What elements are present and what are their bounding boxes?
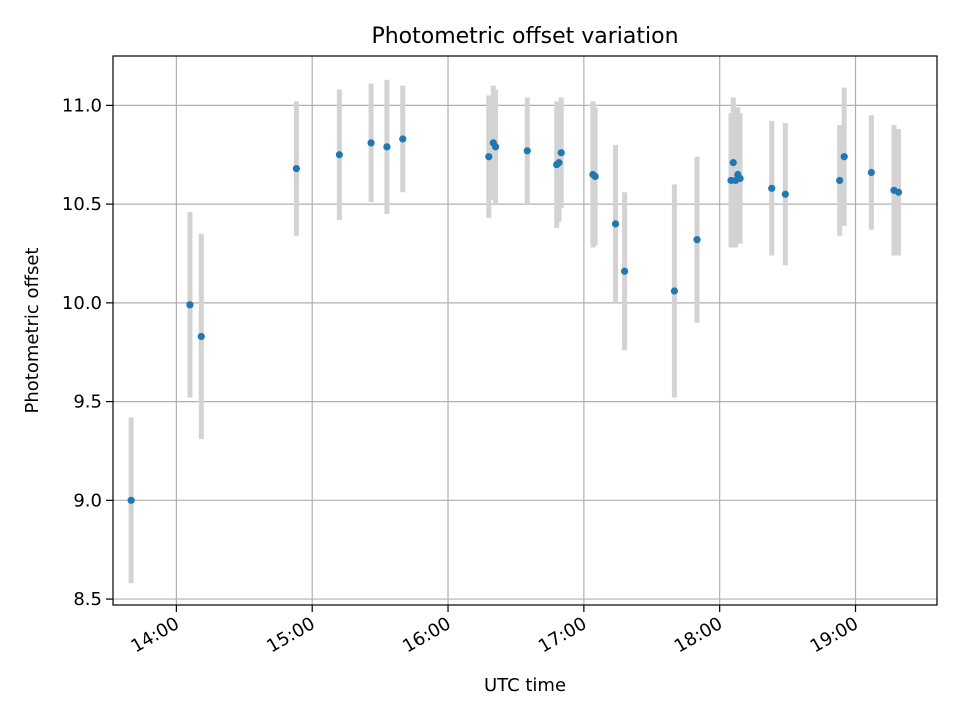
- data-point: [894, 188, 903, 196]
- plot-frame: [112, 55, 938, 606]
- x-axis-label: UTC time: [484, 675, 566, 696]
- data-point: [367, 139, 375, 147]
- data-point: [557, 149, 565, 157]
- x-tick-label: 14:00: [127, 613, 182, 657]
- y-tick-label: 9.5: [73, 392, 102, 413]
- x-tick-label: 18:00: [671, 613, 726, 657]
- chart-title: Photometric offset variation: [371, 24, 678, 49]
- data-point: [383, 143, 391, 151]
- y-tick-label: 10.5: [62, 194, 102, 215]
- data-point: [670, 287, 679, 295]
- data-point: [836, 176, 844, 185]
- data-point: [399, 135, 407, 143]
- y-axis-ticks: 8.5 9.0 9.5 10.0 10.5 11.0: [62, 95, 113, 610]
- data-point: [555, 159, 563, 167]
- data-point: [840, 153, 848, 161]
- data-point: [491, 143, 500, 151]
- data-point: [729, 159, 737, 167]
- data-points: [127, 135, 903, 504]
- data-point: [292, 164, 300, 173]
- data-point: [186, 301, 194, 309]
- data-point: [485, 153, 493, 161]
- x-tick-label: 16:00: [399, 613, 454, 657]
- data-point: [867, 168, 875, 177]
- x-axis-ticks: 14:00 15:00 16:00 17:00 18:00 19:00: [127, 605, 862, 657]
- data-point: [781, 190, 789, 198]
- y-tick-label: 10.0: [62, 293, 102, 314]
- data-point: [197, 332, 205, 341]
- data-point: [621, 267, 629, 275]
- y-tick-label: 8.5: [73, 589, 102, 610]
- error-bars: [128, 79, 902, 584]
- data-point: [127, 496, 135, 504]
- data-point: [591, 172, 599, 181]
- data-point: [523, 147, 531, 155]
- y-axis-label: Photometric offset: [22, 248, 43, 414]
- grid: [113, 56, 937, 605]
- data-point: [693, 236, 701, 244]
- x-tick-label: 17:00: [535, 613, 590, 657]
- data-point: [768, 184, 776, 192]
- x-tick-label: 19:00: [807, 613, 862, 657]
- y-tick-label: 9.0: [73, 490, 102, 511]
- y-tick-label: 11.0: [62, 95, 102, 116]
- x-tick-label: 15:00: [263, 613, 318, 657]
- data-point: [736, 174, 744, 183]
- data-point: [611, 220, 620, 228]
- data-point: [335, 151, 343, 159]
